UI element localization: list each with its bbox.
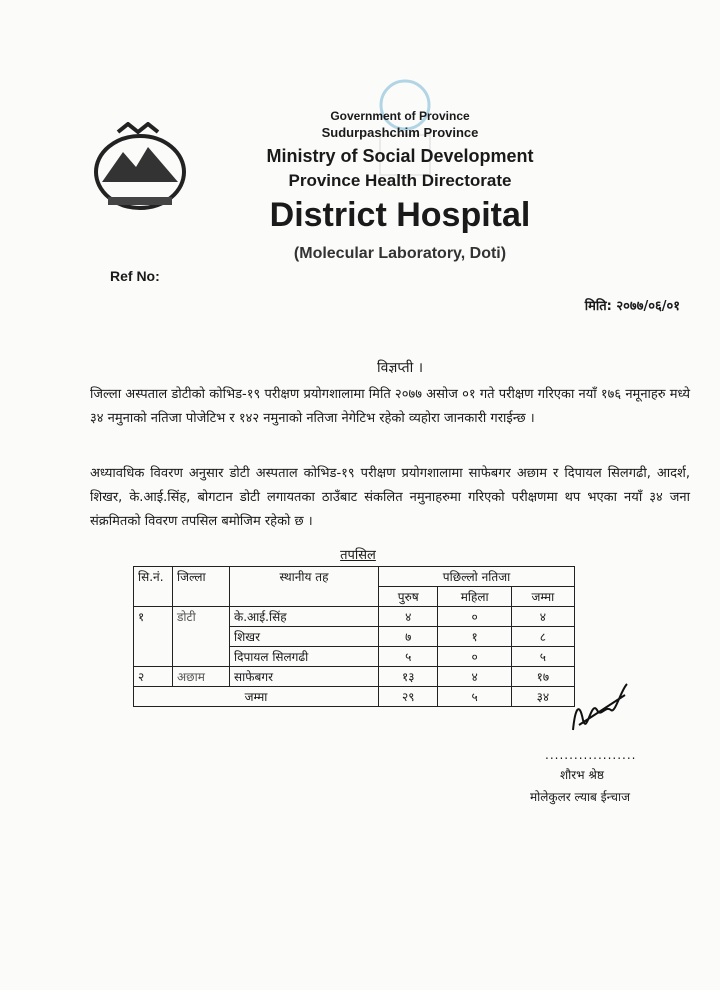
faint-stamp-emblem <box>379 79 431 176</box>
header-sn: सि.नं. <box>133 566 173 607</box>
cell-female: ४ <box>437 666 512 687</box>
table-row: दिपायल सिलगढी ५ ० ५ <box>134 646 576 667</box>
cell-district: डोटी <box>172 606 230 667</box>
ref-no-label: Ref No: <box>110 268 160 284</box>
hospital-title: District Hospital <box>269 196 531 234</box>
table-header-row: सि.नं. जिल्ला स्थानीय तह पछिल्लो नतिजा <box>133 566 575 607</box>
cell-total: ८ <box>510 626 576 647</box>
cell-male: १३ <box>377 666 439 687</box>
government-label: Government of Province <box>330 109 470 123</box>
cell-sn: २ <box>133 666 173 687</box>
cell-female: ० <box>437 646 512 667</box>
paragraph-2: अध्यावधिक विवरण अनुसार डोटी अस्पताल कोभि… <box>90 466 690 529</box>
cell-total: ५ <box>510 646 576 667</box>
cell-sn: १ <box>133 606 173 667</box>
cases-table: सि.नं. जिल्ला स्थानीय तह पछिल्लो नतिजा प… <box>133 566 576 707</box>
directorate-label: Province Health Directorate <box>288 171 512 190</box>
signature <box>572 683 628 731</box>
table-row: शिखर ७ १ ८ <box>134 626 576 647</box>
header-district: जिल्ला <box>172 566 230 607</box>
total-female: ५ <box>437 686 512 707</box>
cell-local: शिखर <box>229 626 379 647</box>
notice-title: विज्ञप्ती । <box>376 360 424 376</box>
date: मिति: २०७७/०६/०१ <box>584 299 680 314</box>
table-subheader-row: पुरुष महिला जम्मा <box>134 586 576 607</box>
header-local: स्थानीय तह <box>229 566 379 607</box>
cell-male: ५ <box>377 646 439 667</box>
signature-line: ................... <box>545 748 637 762</box>
cell-female: १ <box>437 626 512 647</box>
cell-total: १७ <box>510 666 576 687</box>
nepal-emblem-logo <box>94 122 186 210</box>
cell-male: ४ <box>377 606 439 627</box>
cell-male: ७ <box>377 626 439 647</box>
ministry-label: Ministry of Social Development <box>266 146 534 166</box>
table-row: १ डोटी के.आई.सिंह ४ ० ४ <box>133 606 576 667</box>
paragraph-1: जिल्ला अस्पताल डोटीको कोभिड-१९ परीक्षण प… <box>90 387 690 426</box>
signatory-name: शौरभ श्रेष्ठ <box>560 768 604 782</box>
table-row: २ अछाम साफेबगर १३ ४ १७ <box>133 666 576 687</box>
total-male: २९ <box>377 686 439 707</box>
cell-local: दिपायल सिलगढी <box>229 646 379 667</box>
table-total-row: जम्मा २९ ५ ३४ <box>133 686 576 707</box>
lab-subtitle: (Molecular Laboratory, Doti) <box>293 245 507 262</box>
cell-female: ० <box>437 606 512 627</box>
header-male: पुरुष <box>377 586 439 607</box>
cell-total: ४ <box>510 606 576 627</box>
header-total: जम्मा <box>510 586 576 607</box>
header-female: महिला <box>437 586 512 607</box>
cell-local: साफेबगर <box>229 666 379 687</box>
total-total: ३४ <box>510 686 576 707</box>
header-result: पछिल्लो नतिजा <box>378 566 575 587</box>
province-label: Sudurpashchim Province <box>321 125 479 140</box>
cell-district: अछाम <box>172 666 230 687</box>
cell-local: के.आई.सिंह <box>229 606 379 627</box>
table-title: तपसिल <box>340 548 376 563</box>
total-label: जम्मा <box>133 686 379 707</box>
signatory-designation: मोलेकुलर ल्याब ईन्चाज <box>530 790 631 804</box>
